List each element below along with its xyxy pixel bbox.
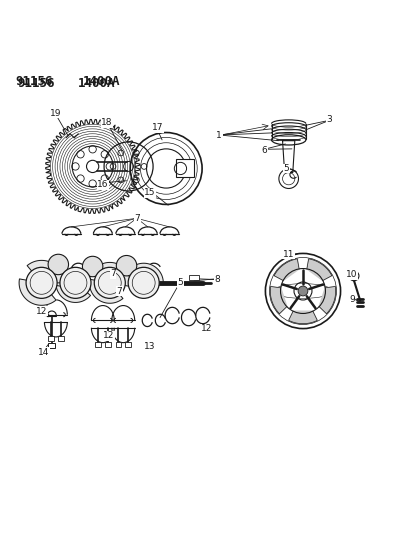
Polygon shape xyxy=(273,259,298,280)
Polygon shape xyxy=(318,286,335,314)
Text: 7: 7 xyxy=(116,287,122,295)
Polygon shape xyxy=(96,262,130,286)
FancyBboxPatch shape xyxy=(48,343,55,348)
Polygon shape xyxy=(27,261,64,287)
Text: 19: 19 xyxy=(50,109,62,118)
Circle shape xyxy=(26,268,57,298)
Polygon shape xyxy=(270,286,286,314)
FancyBboxPatch shape xyxy=(125,342,131,347)
Text: 3: 3 xyxy=(326,115,332,124)
Text: 13: 13 xyxy=(144,342,155,351)
Circle shape xyxy=(48,254,69,274)
Text: 10: 10 xyxy=(345,270,357,279)
Circle shape xyxy=(128,268,159,298)
Text: 1400A: 1400A xyxy=(78,77,116,90)
Text: 12: 12 xyxy=(103,332,114,341)
FancyBboxPatch shape xyxy=(176,159,193,177)
Polygon shape xyxy=(56,283,90,302)
Text: 5: 5 xyxy=(177,278,183,287)
Polygon shape xyxy=(288,311,316,324)
Text: 12: 12 xyxy=(201,324,212,333)
Text: 9: 9 xyxy=(348,295,354,304)
Text: 5: 5 xyxy=(283,164,289,173)
FancyBboxPatch shape xyxy=(115,342,121,347)
Text: 1400A: 1400A xyxy=(82,75,120,87)
Polygon shape xyxy=(130,263,163,285)
Text: 18: 18 xyxy=(101,118,112,127)
Text: 12: 12 xyxy=(36,307,47,316)
Text: 14: 14 xyxy=(38,348,49,357)
FancyBboxPatch shape xyxy=(95,342,100,347)
Text: 6: 6 xyxy=(261,146,266,155)
Text: 1: 1 xyxy=(216,131,222,140)
Text: 17: 17 xyxy=(152,123,163,132)
Text: 16: 16 xyxy=(97,180,108,189)
FancyBboxPatch shape xyxy=(58,336,64,341)
Polygon shape xyxy=(306,259,331,280)
Text: 7: 7 xyxy=(110,269,116,278)
Polygon shape xyxy=(89,279,123,303)
Text: 8: 8 xyxy=(214,275,220,284)
Circle shape xyxy=(94,268,125,298)
Circle shape xyxy=(60,268,91,298)
FancyBboxPatch shape xyxy=(188,274,198,280)
Circle shape xyxy=(297,286,307,296)
Circle shape xyxy=(82,256,102,277)
Text: 91156: 91156 xyxy=(15,75,52,87)
FancyBboxPatch shape xyxy=(48,336,54,341)
Text: 11: 11 xyxy=(282,250,294,259)
Text: 15: 15 xyxy=(144,189,155,198)
FancyBboxPatch shape xyxy=(104,342,110,347)
Text: 7: 7 xyxy=(134,214,140,223)
Polygon shape xyxy=(19,279,56,305)
Circle shape xyxy=(116,255,136,276)
Text: 91156: 91156 xyxy=(17,77,55,90)
